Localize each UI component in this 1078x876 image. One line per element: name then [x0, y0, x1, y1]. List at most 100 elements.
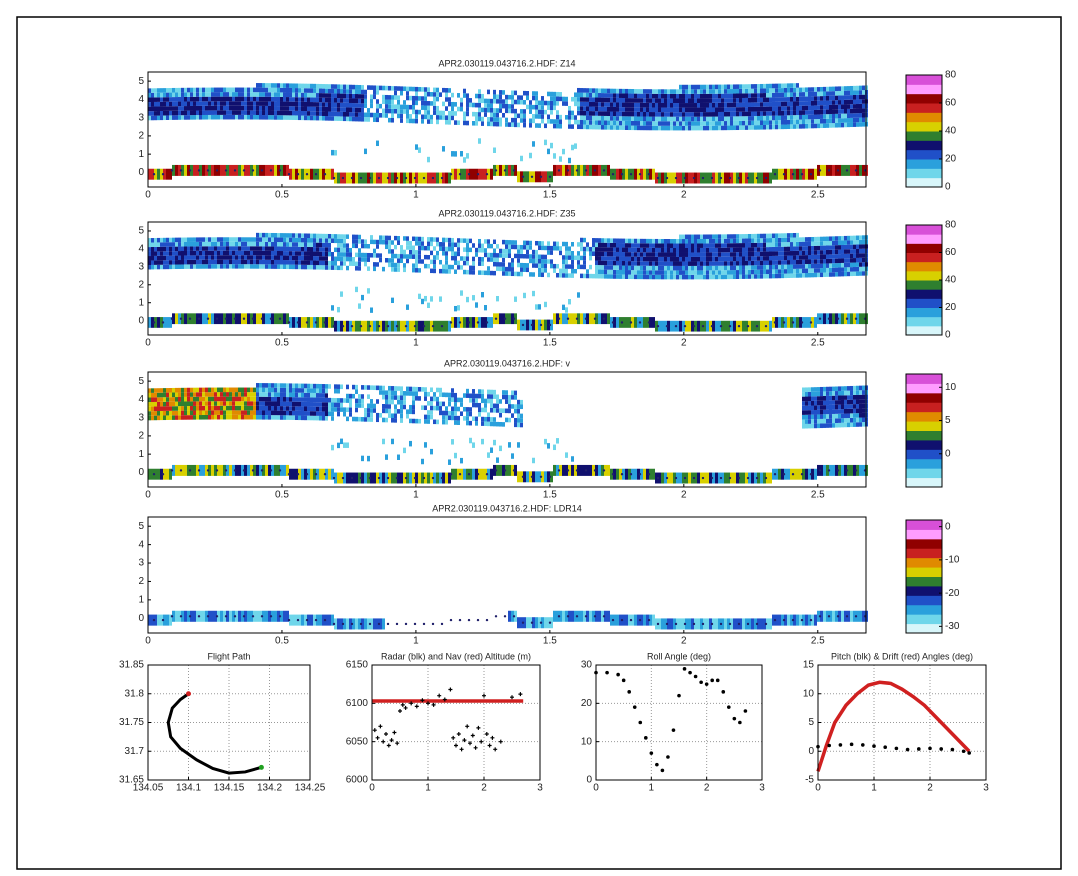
echo-cell — [700, 261, 703, 265]
echo-cell — [247, 406, 250, 411]
echo-cell — [391, 249, 394, 253]
echo-cell — [532, 114, 535, 119]
echo-cell — [814, 110, 817, 115]
echo-cell — [775, 274, 778, 278]
echo-cell — [409, 254, 412, 258]
echo-cell — [325, 102, 328, 107]
echo-cell — [190, 237, 193, 241]
echo-cell — [220, 410, 223, 415]
surface-marker — [153, 473, 155, 475]
echo-cell — [793, 233, 796, 237]
echo-cell — [265, 260, 268, 264]
echo-cell — [337, 389, 340, 394]
colorbar-swatch — [906, 280, 942, 290]
echo-cell — [829, 123, 832, 128]
echo-cell — [352, 257, 355, 261]
echo-cell — [808, 96, 811, 101]
echo-cell — [313, 252, 316, 256]
echo-cell — [211, 388, 214, 393]
echo-cell — [685, 248, 688, 252]
echo-cell — [679, 121, 682, 126]
echo-cell — [805, 106, 808, 111]
echo-cell — [259, 110, 262, 115]
echo-cell — [760, 120, 763, 125]
echo-cell — [826, 100, 829, 105]
echo-cell — [178, 106, 181, 111]
echo-cell — [724, 85, 727, 90]
echo-cell — [577, 124, 580, 129]
echo-cell — [328, 402, 331, 407]
echo-cell — [292, 102, 295, 107]
colorbar-swatch — [906, 234, 942, 244]
echo-cell — [505, 271, 508, 275]
echo-cell — [229, 106, 232, 111]
surface-marker — [765, 177, 767, 179]
echo-cell — [418, 246, 421, 250]
echo-cell — [286, 251, 289, 255]
echo-cell — [391, 267, 394, 271]
echo-cell — [514, 123, 517, 128]
echo-cell — [229, 388, 232, 393]
echo-cell — [679, 108, 682, 113]
echo-cell — [367, 244, 370, 248]
echo-cell — [538, 272, 541, 276]
echo-cell — [391, 298, 394, 303]
echo-cell — [727, 270, 730, 274]
echo-cell — [790, 233, 793, 237]
surface-echo — [319, 469, 322, 480]
echo-cell — [589, 116, 592, 121]
echo-cell — [721, 126, 724, 131]
echo-cell — [175, 411, 178, 416]
surface-marker — [504, 318, 506, 320]
echo-cell — [325, 393, 328, 398]
colorbar-swatch — [906, 168, 942, 178]
echo-cell — [157, 111, 160, 116]
surface-marker — [198, 169, 200, 171]
echo-cell — [844, 245, 847, 249]
echo-cell — [190, 88, 193, 93]
axis-title: APR2.030119.043716.2.HDF: v — [444, 358, 570, 368]
y-tick-label: 1 — [138, 297, 144, 308]
echo-cell — [673, 270, 676, 274]
echo-cell — [787, 88, 790, 93]
echo-cell — [226, 401, 229, 406]
echo-cell — [217, 251, 220, 255]
echo-cell — [457, 243, 460, 247]
echo-cell — [319, 98, 322, 103]
echo-cell — [472, 261, 475, 265]
surface-marker — [378, 177, 380, 179]
echo-cell — [277, 242, 280, 246]
echo-cell — [286, 388, 289, 393]
echo-cell — [574, 97, 577, 102]
echo-cell — [217, 401, 220, 406]
echo-cell — [154, 238, 157, 242]
echo-cell — [523, 267, 526, 271]
echo-cell — [613, 261, 616, 265]
echo-cell — [346, 398, 349, 403]
echo-cell — [652, 239, 655, 243]
echo-cell — [232, 388, 235, 393]
echo-cell — [778, 242, 781, 246]
echo-cell — [829, 119, 832, 124]
echo-cell — [760, 102, 763, 107]
echo-cell — [367, 257, 370, 261]
echo-cell — [637, 243, 640, 247]
echo-cell — [502, 258, 505, 262]
echo-cell — [682, 89, 685, 94]
echo-cell — [706, 248, 709, 252]
echo-cell — [481, 121, 484, 126]
echo-cell — [577, 265, 580, 269]
echo-cell — [286, 265, 289, 269]
echo-cell — [427, 110, 430, 115]
echo-cell — [703, 270, 706, 274]
echo-cell — [406, 305, 409, 310]
colorbar-swatch — [906, 178, 942, 188]
surface-marker — [189, 169, 191, 171]
echo-cell — [268, 401, 271, 406]
echo-cell — [214, 101, 217, 106]
echo-cell — [175, 92, 178, 97]
echo-cell — [265, 251, 268, 255]
echo-cell — [196, 388, 199, 393]
echo-cell — [778, 238, 781, 242]
